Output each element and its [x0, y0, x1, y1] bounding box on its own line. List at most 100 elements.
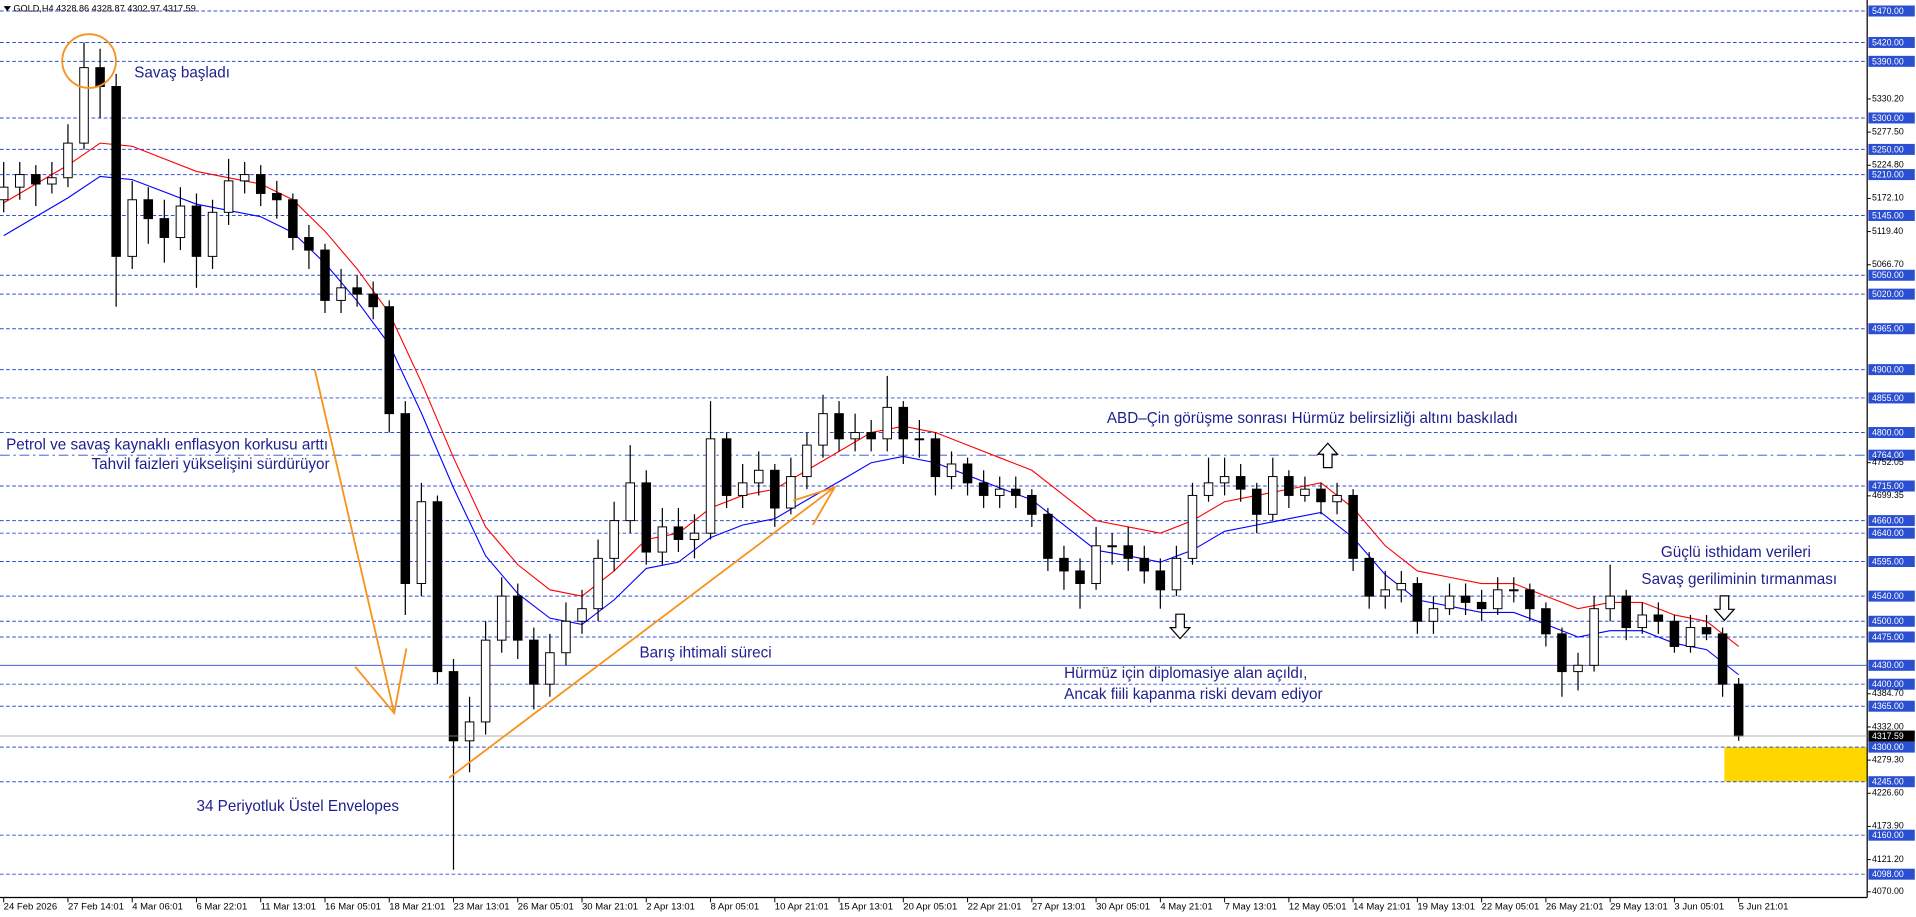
candle-body: [255, 174, 266, 194]
x-tick-label: 7 May 13:01: [1225, 902, 1277, 913]
candle-body: [529, 639, 539, 685]
x-tick-label: 16 Mar 05:01: [325, 902, 381, 913]
up-arrow: [1316, 442, 1339, 469]
candle-body: [1203, 482, 1214, 496]
last-price-box: [1868, 730, 1915, 742]
annotation: Güçlü isthidam verileri: [1661, 544, 1811, 561]
highlight-circle: [61, 33, 117, 89]
level-label: 4245.00: [1872, 777, 1904, 787]
candle-body: [1669, 620, 1680, 647]
down-arrow: [1168, 613, 1192, 640]
level-label-box: [1868, 5, 1915, 17]
candle-body: [352, 287, 362, 295]
x-tick-label: 26 Mar 05:01: [518, 902, 574, 913]
x-tick-label: 8 Apr 05:01: [711, 902, 760, 913]
x-tick-label: 10 Apr 21:01: [775, 902, 829, 913]
candle-body: [1155, 570, 1166, 591]
level-label-box: [1868, 55, 1915, 67]
candle-body: [962, 463, 973, 484]
candle-body: [770, 469, 780, 509]
candle-body: [1541, 608, 1551, 635]
annotation: Ancak fiili kapanma riski devam ediyor: [1064, 686, 1322, 703]
candle-body: [802, 444, 812, 478]
level-label-box: [1868, 829, 1915, 841]
level-label-box: [1868, 449, 1915, 461]
candle-body: [1428, 608, 1439, 622]
candle-body: [850, 432, 860, 440]
level-label-box: [1868, 392, 1915, 404]
level-label: 4660.00: [1872, 516, 1904, 526]
candle-body: [336, 287, 346, 301]
level-label-box: [1868, 590, 1915, 602]
level-label: 5300.00: [1872, 113, 1904, 123]
candle-body: [593, 557, 603, 610]
x-tick-label: 5 Jun 21:01: [1739, 902, 1789, 913]
candle-body: [673, 526, 684, 540]
candle-body: [1605, 595, 1615, 610]
candle-body: [1509, 589, 1519, 592]
candle-body: [1621, 595, 1631, 629]
candle-body: [1123, 545, 1133, 559]
candle-body: [1043, 513, 1053, 559]
candle-body: [464, 721, 475, 742]
candle-body: [705, 438, 716, 534]
candle-body: [14, 174, 25, 188]
candle-body: [625, 482, 635, 522]
candle-body: [786, 476, 796, 509]
level-label: 4640.00: [1872, 528, 1904, 538]
level-label: 5250.00: [1872, 144, 1904, 154]
last-price-label: 4317.59: [1872, 731, 1904, 741]
down-arrow: [1713, 595, 1736, 622]
candle-body: [1685, 627, 1696, 647]
candle-body: [1396, 583, 1407, 591]
candle-body: [834, 413, 844, 440]
x-tick-label: 14 May 21:01: [1353, 902, 1411, 913]
level-label: 5050.00: [1872, 270, 1904, 280]
x-tick-label: 11 Mar 13:01: [261, 902, 316, 913]
x-tick-label: 26 May 21:01: [1546, 902, 1604, 913]
candle-body: [930, 438, 941, 478]
y-tick-label: 5172.10: [1872, 193, 1904, 203]
level-label-box: [1868, 364, 1915, 376]
candle-body: [207, 211, 218, 257]
target-zone: [1724, 747, 1868, 782]
level-label: 4430.00: [1872, 660, 1904, 670]
x-tick-label: 4 Mar 06:01: [132, 902, 183, 913]
level-label-box: [1868, 112, 1915, 124]
candle-body: [1219, 476, 1230, 484]
level-label-box: [1868, 741, 1915, 753]
y-tick-label: 5224.80: [1872, 160, 1904, 170]
y-tick-label: 4070.00: [1872, 886, 1904, 896]
candle-body: [127, 199, 137, 257]
candle-body: [1011, 488, 1021, 496]
candle-body: [1476, 601, 1487, 610]
level-label-box: [1868, 323, 1915, 335]
level-label-box: [1868, 169, 1915, 181]
candle-body: [609, 520, 619, 559]
candle-body: [368, 293, 378, 308]
y-tick-label: 4121.20: [1872, 854, 1904, 864]
arrow-line: [448, 486, 836, 779]
candle-body: [416, 501, 427, 585]
level-label: 4500.00: [1872, 616, 1904, 626]
candle-body: [898, 406, 909, 440]
candle-body: [561, 620, 571, 654]
y-tick-label: 4332.00: [1872, 721, 1904, 731]
x-tick-label: 15 Apr 13:01: [839, 902, 893, 913]
candle-body: [400, 413, 411, 585]
level-label: 4365.00: [1872, 701, 1904, 711]
candle-body: [63, 142, 73, 179]
level-label-box: [1868, 659, 1915, 671]
candle-body: [1091, 545, 1101, 585]
candle-body: [31, 174, 41, 185]
candle-body: [239, 174, 250, 182]
candle-body: [1460, 595, 1471, 603]
candle-body: [1444, 595, 1455, 610]
y-tick-label: 4384.70: [1872, 688, 1904, 698]
candle-body: [1139, 557, 1150, 572]
candle-body: [480, 639, 491, 723]
x-tick-label: 24 Feb 2026: [4, 902, 57, 913]
level-label: 4764.00: [1872, 450, 1904, 460]
candle-body: [143, 199, 154, 220]
candle-body: [914, 438, 925, 441]
